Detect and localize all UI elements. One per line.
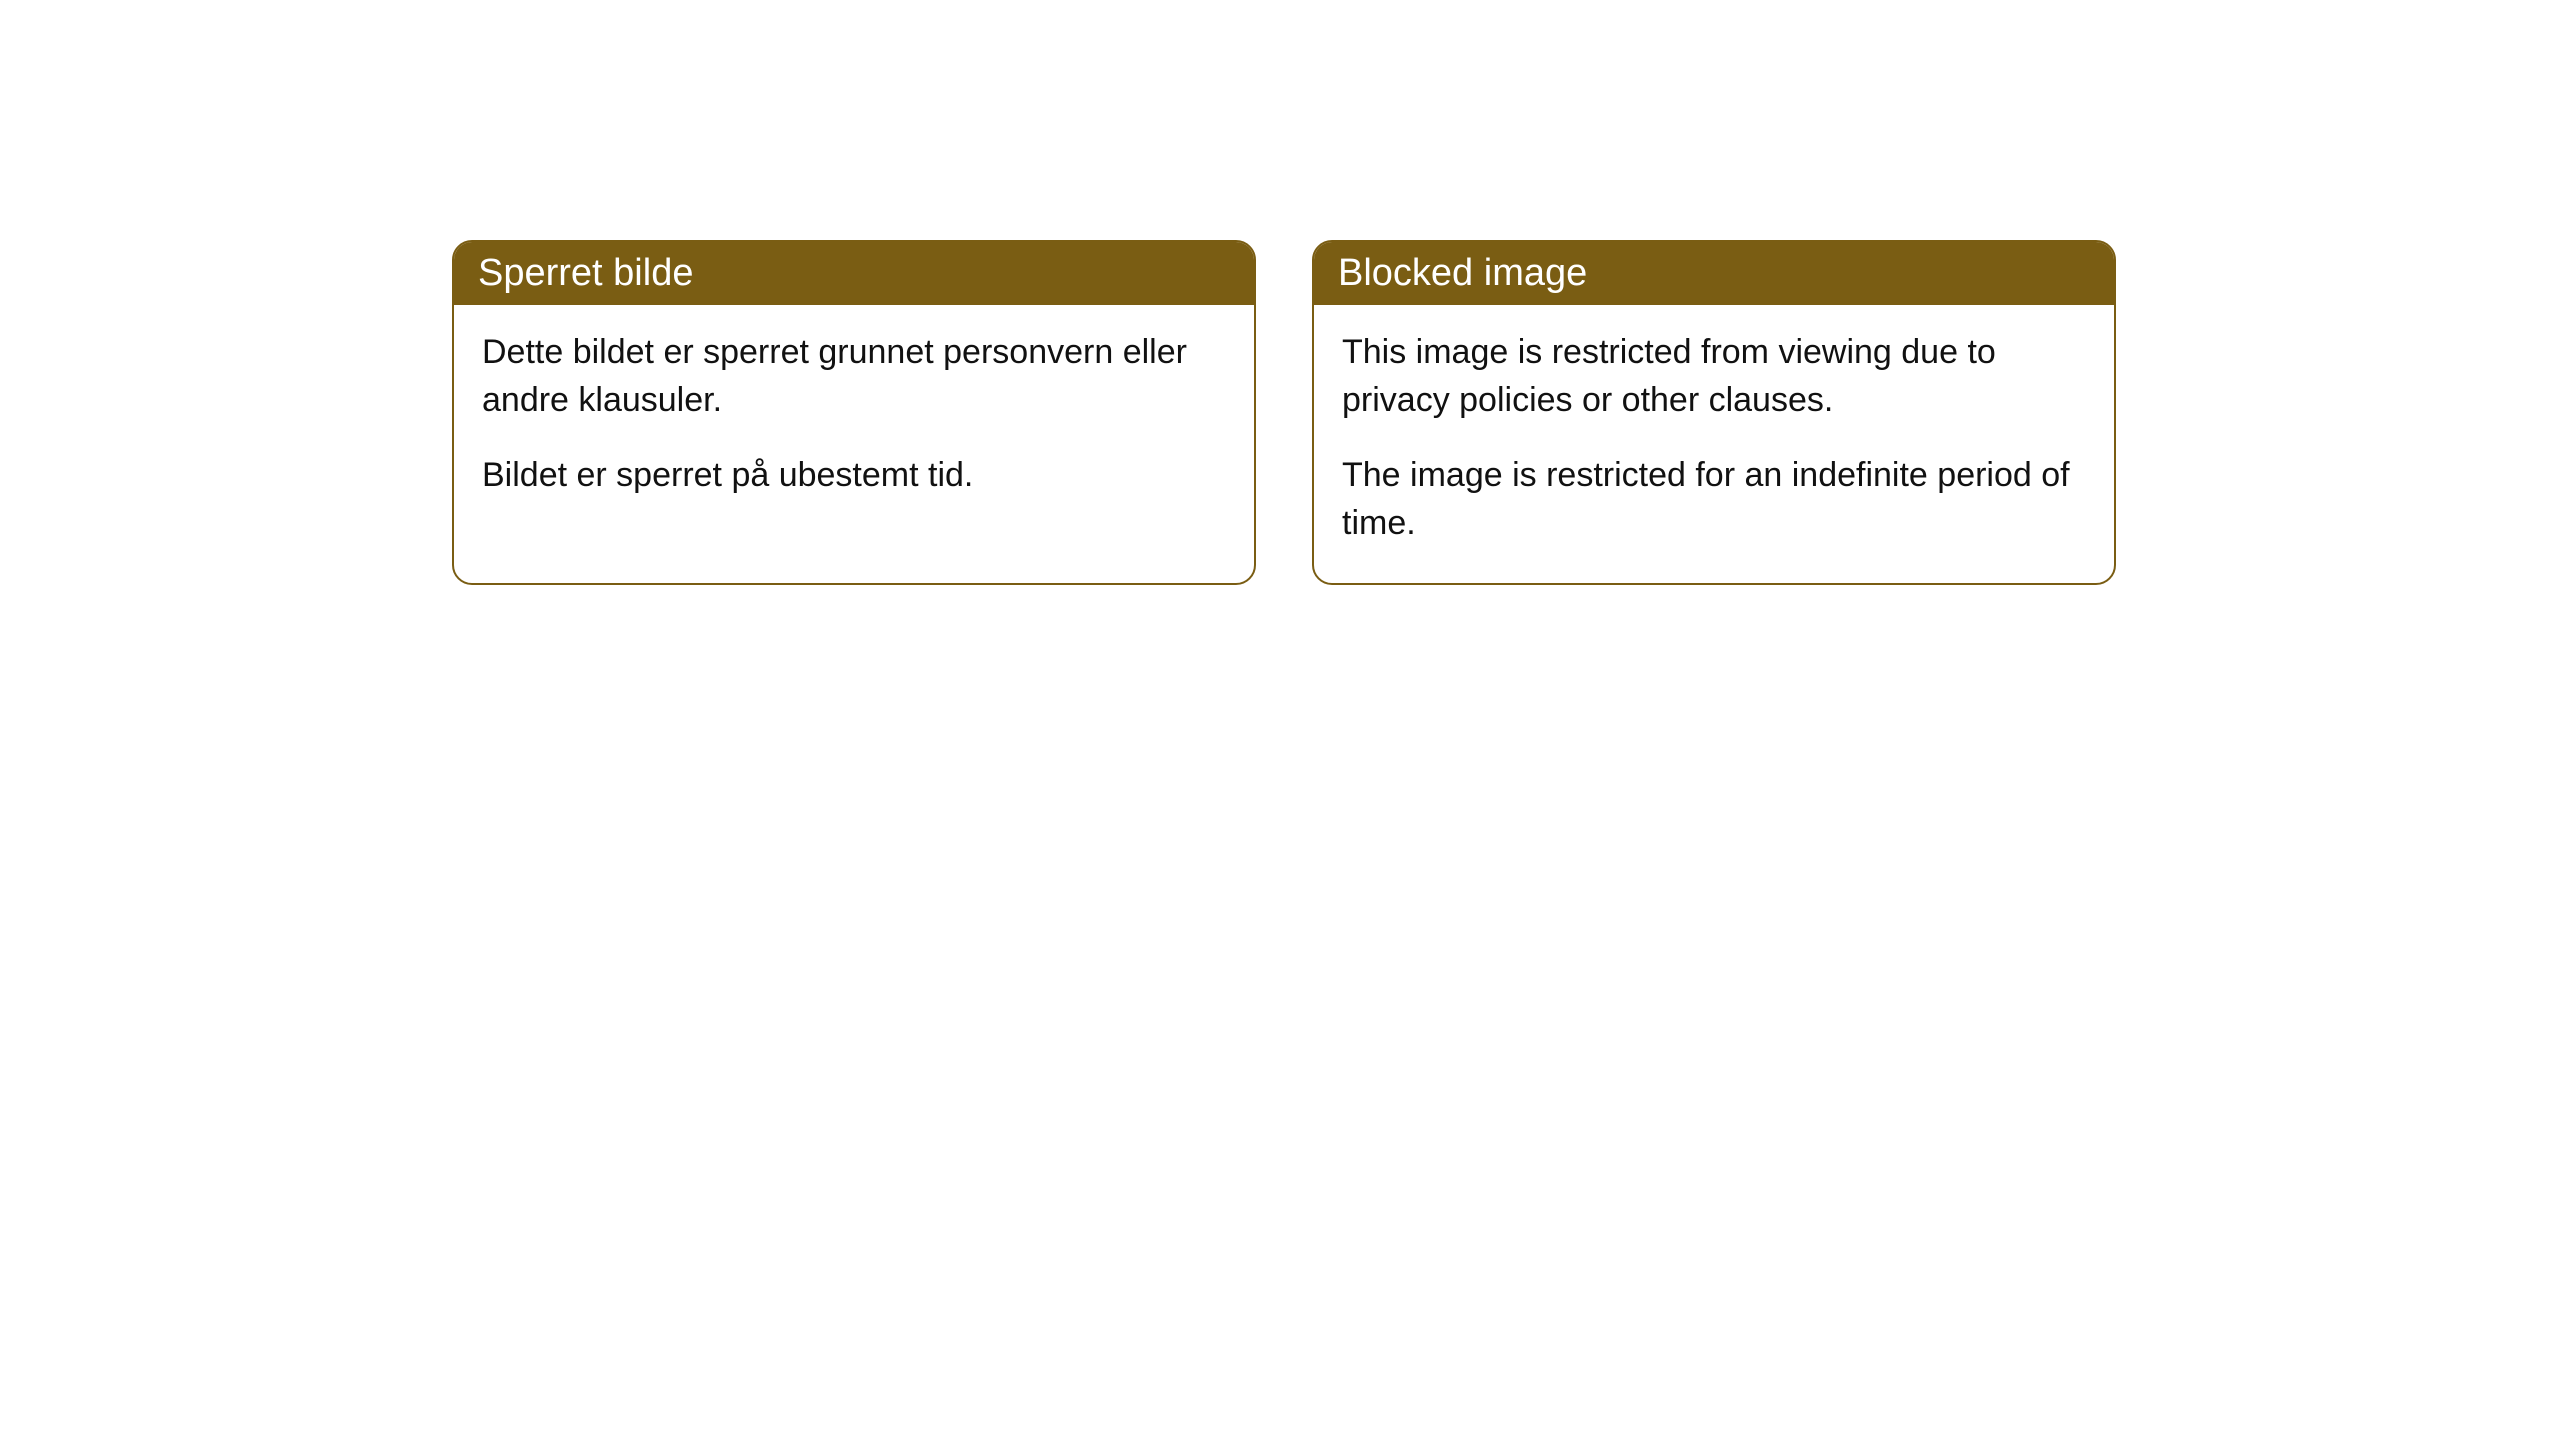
- card-paragraph-2: The image is restricted for an indefinit…: [1342, 452, 2086, 547]
- card-body-norwegian: Dette bildet er sperret grunnet personve…: [454, 305, 1254, 536]
- card-paragraph-1: This image is restricted from viewing du…: [1342, 329, 2086, 424]
- card-paragraph-1: Dette bildet er sperret grunnet personve…: [482, 329, 1226, 424]
- card-header-norwegian: Sperret bilde: [454, 242, 1254, 305]
- notice-card-english: Blocked image This image is restricted f…: [1312, 240, 2116, 585]
- notice-card-norwegian: Sperret bilde Dette bildet er sperret gr…: [452, 240, 1256, 585]
- card-paragraph-2: Bildet er sperret på ubestemt tid.: [482, 452, 1226, 500]
- card-body-english: This image is restricted from viewing du…: [1314, 305, 2114, 583]
- notice-cards-container: Sperret bilde Dette bildet er sperret gr…: [452, 240, 2116, 585]
- card-header-english: Blocked image: [1314, 242, 2114, 305]
